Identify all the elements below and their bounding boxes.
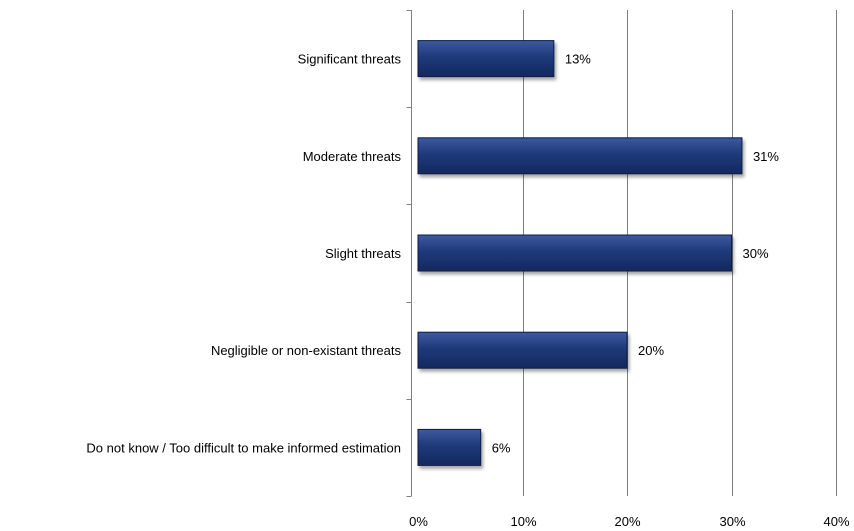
bar	[417, 428, 482, 466]
category-label: Do not know / Too difficult to make info…	[86, 440, 401, 455]
x-tick-label: 0%	[409, 514, 428, 529]
bar	[417, 40, 555, 78]
data-label: 13%	[565, 52, 591, 67]
bars	[417, 40, 743, 466]
category-labels: Significant threats Moderate threats Sligh…	[86, 52, 401, 456]
category-label: Negligible or non-existant threats	[211, 343, 402, 358]
data-label: 6%	[492, 440, 511, 455]
data-label: 30%	[743, 246, 769, 261]
data-labels: 13% 31% 30% 20% 6%	[492, 52, 780, 456]
data-label: 20%	[638, 343, 664, 358]
category-label: Moderate threats	[303, 149, 402, 164]
bar	[417, 331, 628, 369]
category-label: Slight threats	[325, 246, 401, 261]
category-label: Significant threats	[298, 52, 402, 67]
bar	[417, 234, 732, 272]
x-tick-label: 10%	[510, 514, 536, 529]
x-tick-label: 30%	[719, 514, 745, 529]
category-axis	[406, 10, 412, 497]
x-tick-label: 20%	[614, 514, 640, 529]
x-tick-labels: 0% 10% 20% 30% 40%	[409, 514, 850, 529]
x-tick-label: 40%	[823, 514, 849, 529]
bar	[417, 137, 743, 175]
data-label: 31%	[753, 149, 779, 164]
